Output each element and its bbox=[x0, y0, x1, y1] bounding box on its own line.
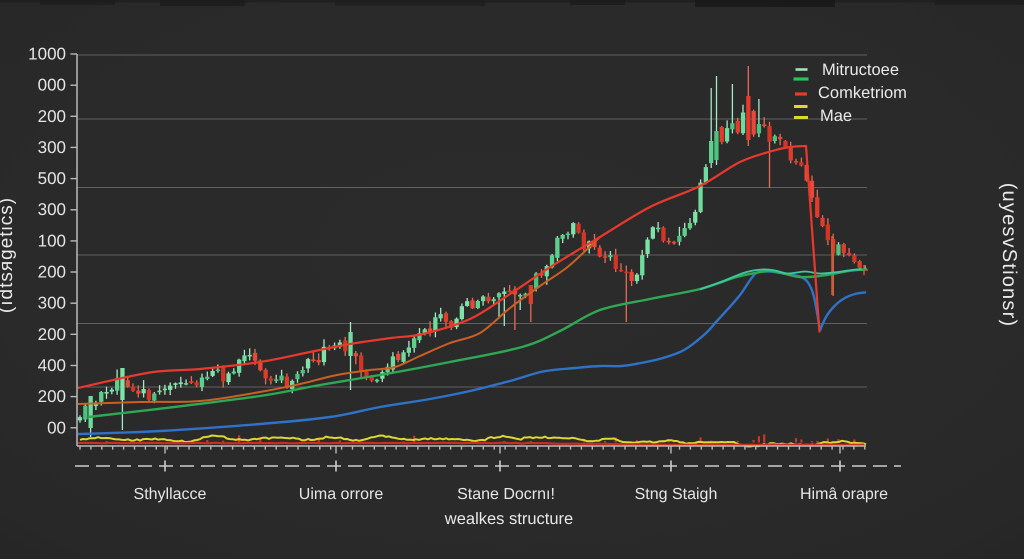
svg-text:200: 200 bbox=[38, 107, 66, 126]
svg-text:300: 300 bbox=[38, 200, 66, 219]
svg-text:Himâ orapre: Himâ orapre bbox=[800, 486, 888, 503]
svg-text:000: 000 bbox=[38, 76, 66, 95]
svg-text:Sthyllacce: Sthyllacce bbox=[134, 486, 207, 503]
svg-text:100: 100 bbox=[38, 231, 66, 250]
svg-text:Comketriom: Comketriom bbox=[818, 84, 907, 102]
svg-text:200: 200 bbox=[38, 263, 66, 282]
svg-text:Mitructoee: Mitructoee bbox=[822, 61, 899, 79]
svg-text:1000: 1000 bbox=[28, 45, 66, 64]
svg-text:wealkes structure: wealkes structure bbox=[444, 510, 573, 528]
svg-text:00: 00 bbox=[47, 418, 66, 437]
svg-text:300: 300 bbox=[38, 294, 66, 313]
svg-text:200: 200 bbox=[38, 325, 66, 344]
svg-text:400: 400 bbox=[38, 356, 66, 375]
svg-text:Mae: Mae bbox=[820, 107, 852, 125]
svg-text:300: 300 bbox=[38, 138, 66, 157]
svg-text:(ıdtsяgetics): (ıdtsяgetics) bbox=[0, 197, 17, 313]
svg-text:500: 500 bbox=[38, 169, 66, 188]
svg-text:Uima orrore: Uima orrore bbox=[299, 486, 384, 503]
svg-text:Stane Docrnı!: Stane Docrnı! bbox=[457, 486, 555, 503]
svg-text:(uyesvStionsr): (uyesvStionsr) bbox=[998, 183, 1020, 328]
svg-text:200: 200 bbox=[38, 387, 66, 406]
svg-text:Stng Staigh: Stng Staigh bbox=[635, 486, 718, 503]
